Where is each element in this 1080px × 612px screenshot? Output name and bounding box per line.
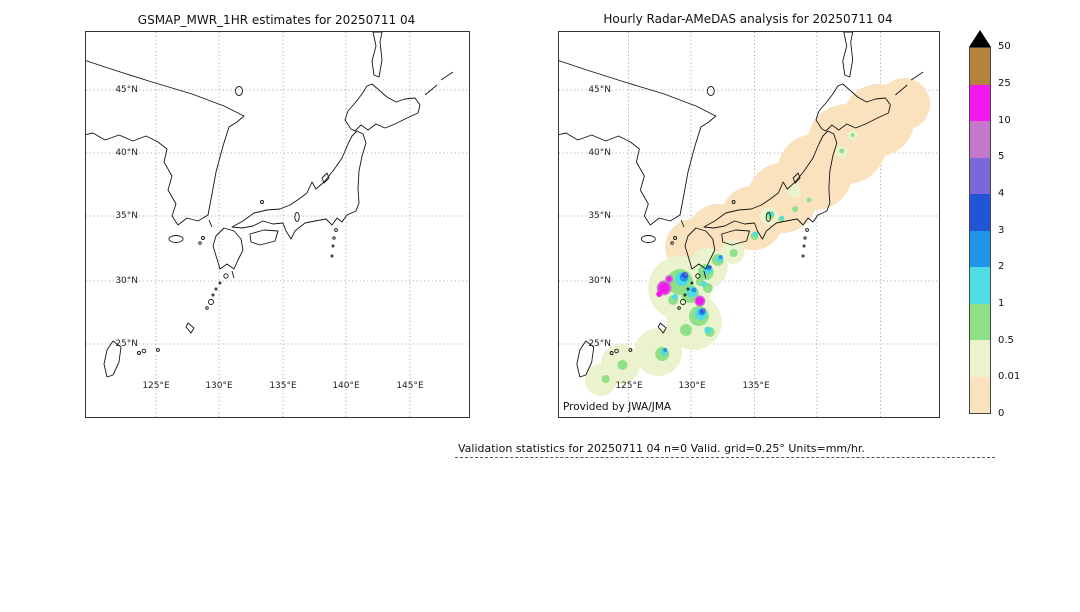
lat-tick: 35°N — [588, 211, 611, 221]
lat-tick: 30°N — [588, 276, 611, 286]
radar-map-plot: 45°N 40°N 35°N 30°N 25°N 125°E 130°E 135… — [558, 31, 940, 418]
colorbar-segment — [970, 267, 990, 304]
colorbar-segment — [970, 84, 990, 121]
colorbar-segment — [970, 230, 990, 267]
colorbar-label: 0.01 — [998, 371, 1021, 382]
lon-tick: 145°E — [396, 381, 424, 391]
lat-tick: 40°N — [115, 148, 138, 158]
credit-text: Provided by JWA/JMA — [563, 401, 672, 413]
japan-coastline — [86, 32, 454, 378]
colorbar-segment — [970, 194, 990, 231]
gsmap-panel-title: GSMAP_MWR_1HR estimates for 20250711 04 — [137, 13, 416, 27]
lon-tick: 130°E — [678, 381, 706, 391]
lat-tick: 25°N — [115, 339, 138, 349]
precip-intense-layer — [656, 276, 704, 305]
colorbar-label: 0.5 — [998, 335, 1014, 346]
gsmap-map-plot: 45°N 40°N 35°N 30°N 25°N 125°E 130°E 135… — [85, 31, 470, 418]
colorbar-label: 50 — [998, 41, 1011, 52]
grid-lines — [86, 32, 469, 417]
lat-tick: 35°N — [115, 211, 138, 221]
lat-tick: 45°N — [115, 85, 138, 95]
lon-tick: 135°E — [742, 381, 770, 391]
gsmap-map-svg — [86, 32, 469, 417]
colorbar-label: 1 — [998, 298, 1005, 309]
colorbar-segment — [970, 48, 990, 85]
lat-tick: 25°N — [588, 339, 611, 349]
colorbar-segment — [970, 376, 990, 413]
precip-heavy-layer — [684, 272, 706, 312]
lon-tick: 125°E — [615, 381, 643, 391]
colorbar-segment — [970, 157, 990, 194]
colorbar-segment — [970, 121, 990, 158]
colorbar-segment — [970, 303, 990, 340]
colorbar-label: 10 — [998, 115, 1011, 126]
radar-panel-title: Hourly Radar-AMeDAS analysis for 2025071… — [603, 12, 893, 26]
colorbar-label: 4 — [998, 188, 1005, 199]
lon-tick: 130°E — [205, 381, 233, 391]
colorbar-label: 3 — [998, 225, 1005, 236]
lon-tick: 140°E — [332, 381, 360, 391]
colorbar-label: 5 — [998, 151, 1005, 162]
colorbar-label: 0 — [998, 408, 1005, 419]
lat-tick: 45°N — [588, 85, 611, 95]
footer-divider — [455, 457, 995, 458]
colorbar-overflow-arrow — [969, 30, 991, 47]
colorbar-segment — [970, 340, 990, 377]
validation-stats-text: Validation statistics for 20250711 04 n=… — [458, 442, 865, 455]
colorbar-label: 25 — [998, 78, 1011, 89]
colorbar-label: 2 — [998, 261, 1005, 272]
precip-trace-layer — [665, 78, 931, 275]
radar-map-svg — [559, 32, 939, 417]
colorbar — [969, 47, 991, 414]
lon-tick: 135°E — [269, 381, 297, 391]
lon-tick: 125°E — [142, 381, 170, 391]
lat-tick: 40°N — [588, 148, 611, 158]
lat-tick: 30°N — [115, 276, 138, 286]
